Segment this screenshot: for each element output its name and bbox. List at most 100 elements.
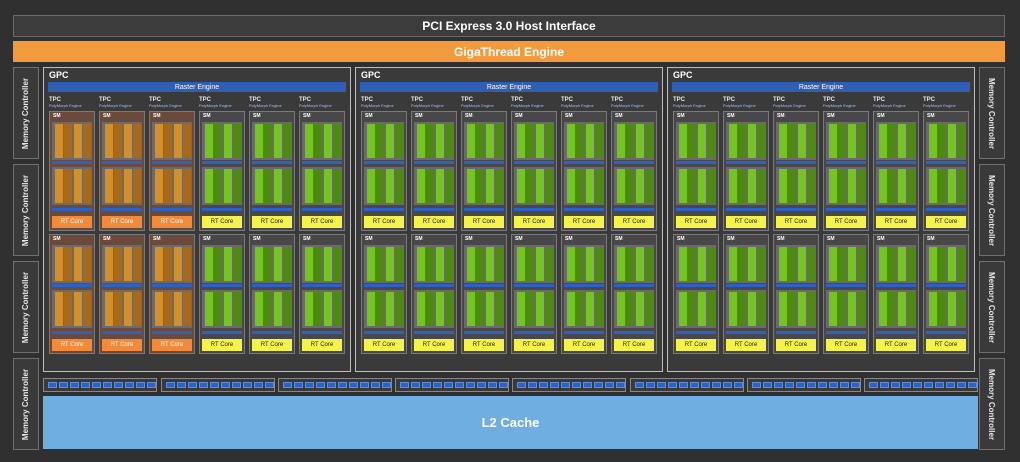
cuda-core-column [888,124,896,158]
cuda-core-column [698,169,706,203]
rt-core: RT Core [564,339,604,351]
rt-core: RT Core [202,339,242,351]
tpc-label: TPC [49,97,61,103]
scheduler-strip [726,208,766,211]
cuda-core-column [274,124,282,158]
crossbar-cell [902,382,911,388]
cuda-core-column [779,247,787,281]
sm-label: SM [253,113,261,119]
cuda-core-column [64,124,72,158]
cuda-core-column [707,169,715,203]
sm-label: SM [415,236,423,242]
cuda-core-column [536,124,544,158]
core-grid [252,245,292,283]
scheduler-strip [202,284,242,287]
sm: SM RT Core [561,111,607,231]
cuda-core-column [83,124,91,158]
scheduler-strip [676,284,716,287]
cuda-core-column [679,169,687,203]
scheduler-strip [826,161,866,164]
scheduler-strip [514,331,554,334]
crossbar-cell [924,382,933,388]
crossbar-cell [539,382,548,388]
scheduler-strip [876,208,916,211]
core-grid [776,122,816,160]
cuda-core-column [255,169,263,203]
cuda-core-column [133,124,141,158]
crossbar-cell [774,382,783,388]
scheduler-strip [514,284,554,287]
cuda-core-column [486,169,494,203]
cuda-core-column [898,247,906,281]
polymorph-engine-label: PolyMorph Engine [673,103,706,108]
core-grid [926,245,966,283]
pcie-label: PCI Express 3.0 Host Interface [422,19,596,33]
tpc: TPC PolyMorph Engine SM RT Core SM RT Core [198,97,245,366]
memory-controller-label: Memory Controller [21,271,31,343]
scheduler-strip [514,208,554,211]
crossbar-cell [81,382,90,388]
cuda-core-column [283,124,291,158]
cuda-core-column [445,247,453,281]
scheduler-strip [52,331,92,334]
tpc-label: TPC [411,97,423,103]
scheduler-strip [252,208,292,211]
sm: SM RT Core [299,234,345,354]
cuda-core-column [283,292,291,326]
sm: SM RT Core [149,111,195,231]
tpc: TPC PolyMorph Engine SM RT Core SM RT Core [872,97,919,366]
crossbar-cell [92,382,101,388]
cuda-core-column [305,124,313,158]
memory-controller-label: Memory Controller [987,174,997,246]
giga-label: GigaThread Engine [453,44,564,59]
rt-core-label: RT Core [572,219,596,225]
cuda-core-column [155,124,163,158]
rt-core-label: RT Core [310,219,334,225]
crossbar-cell [188,382,197,388]
cuda-core-column [536,292,544,326]
tpc-label: TPC [823,97,835,103]
rt-core-label: RT Core [934,219,958,225]
sm: SM RT Core [249,234,295,354]
scheduler-strip [926,284,966,287]
cuda-core-column [233,124,241,158]
gpc-label: GPC [49,70,69,80]
cuda-core-column [526,247,534,281]
cuda-core-column [467,247,475,281]
rt-core: RT Core [564,216,604,228]
cuda-core-column [133,169,141,203]
cuda-core-column [738,292,746,326]
cuda-core-column [586,169,594,203]
cuda-core-column [517,247,525,281]
l2-label: L2 Cache [481,415,540,430]
cuda-core-column [417,247,425,281]
tpc-label: TPC [199,97,211,103]
cuda-core-column [283,247,291,281]
crossbar-cell [477,382,486,388]
cuda-core-column [595,124,603,158]
gpc: GPC Raster Engine TPC PolyMorph Engine SM RT … [667,67,975,372]
core-grid [826,167,866,205]
crossbar-cell [411,382,420,388]
rt-core-label: RT Core [934,342,958,348]
core-grid [514,245,554,283]
cuda-core-column [395,247,403,281]
cuda-core-column [838,169,846,203]
cuda-core-column [445,124,453,158]
cuda-core-column [426,169,434,203]
tpc: TPC PolyMorph Engine SM RT Core SM RT Core [410,97,457,366]
scheduler-strip [252,331,292,334]
crossbar-cell [488,382,497,388]
core-grid [414,122,454,160]
core-grid [614,122,654,160]
scheduler-strip [414,331,454,334]
cuda-core-column [174,169,182,203]
rt-core: RT Core [252,216,292,228]
cuda-core-column [264,124,272,158]
core-grid [102,290,142,328]
crossbar-cell [561,382,570,388]
cuda-core-column [255,124,263,158]
crossbar-cell [232,382,241,388]
rt-core-label: RT Core [784,342,808,348]
scheduler-strip [876,284,916,287]
